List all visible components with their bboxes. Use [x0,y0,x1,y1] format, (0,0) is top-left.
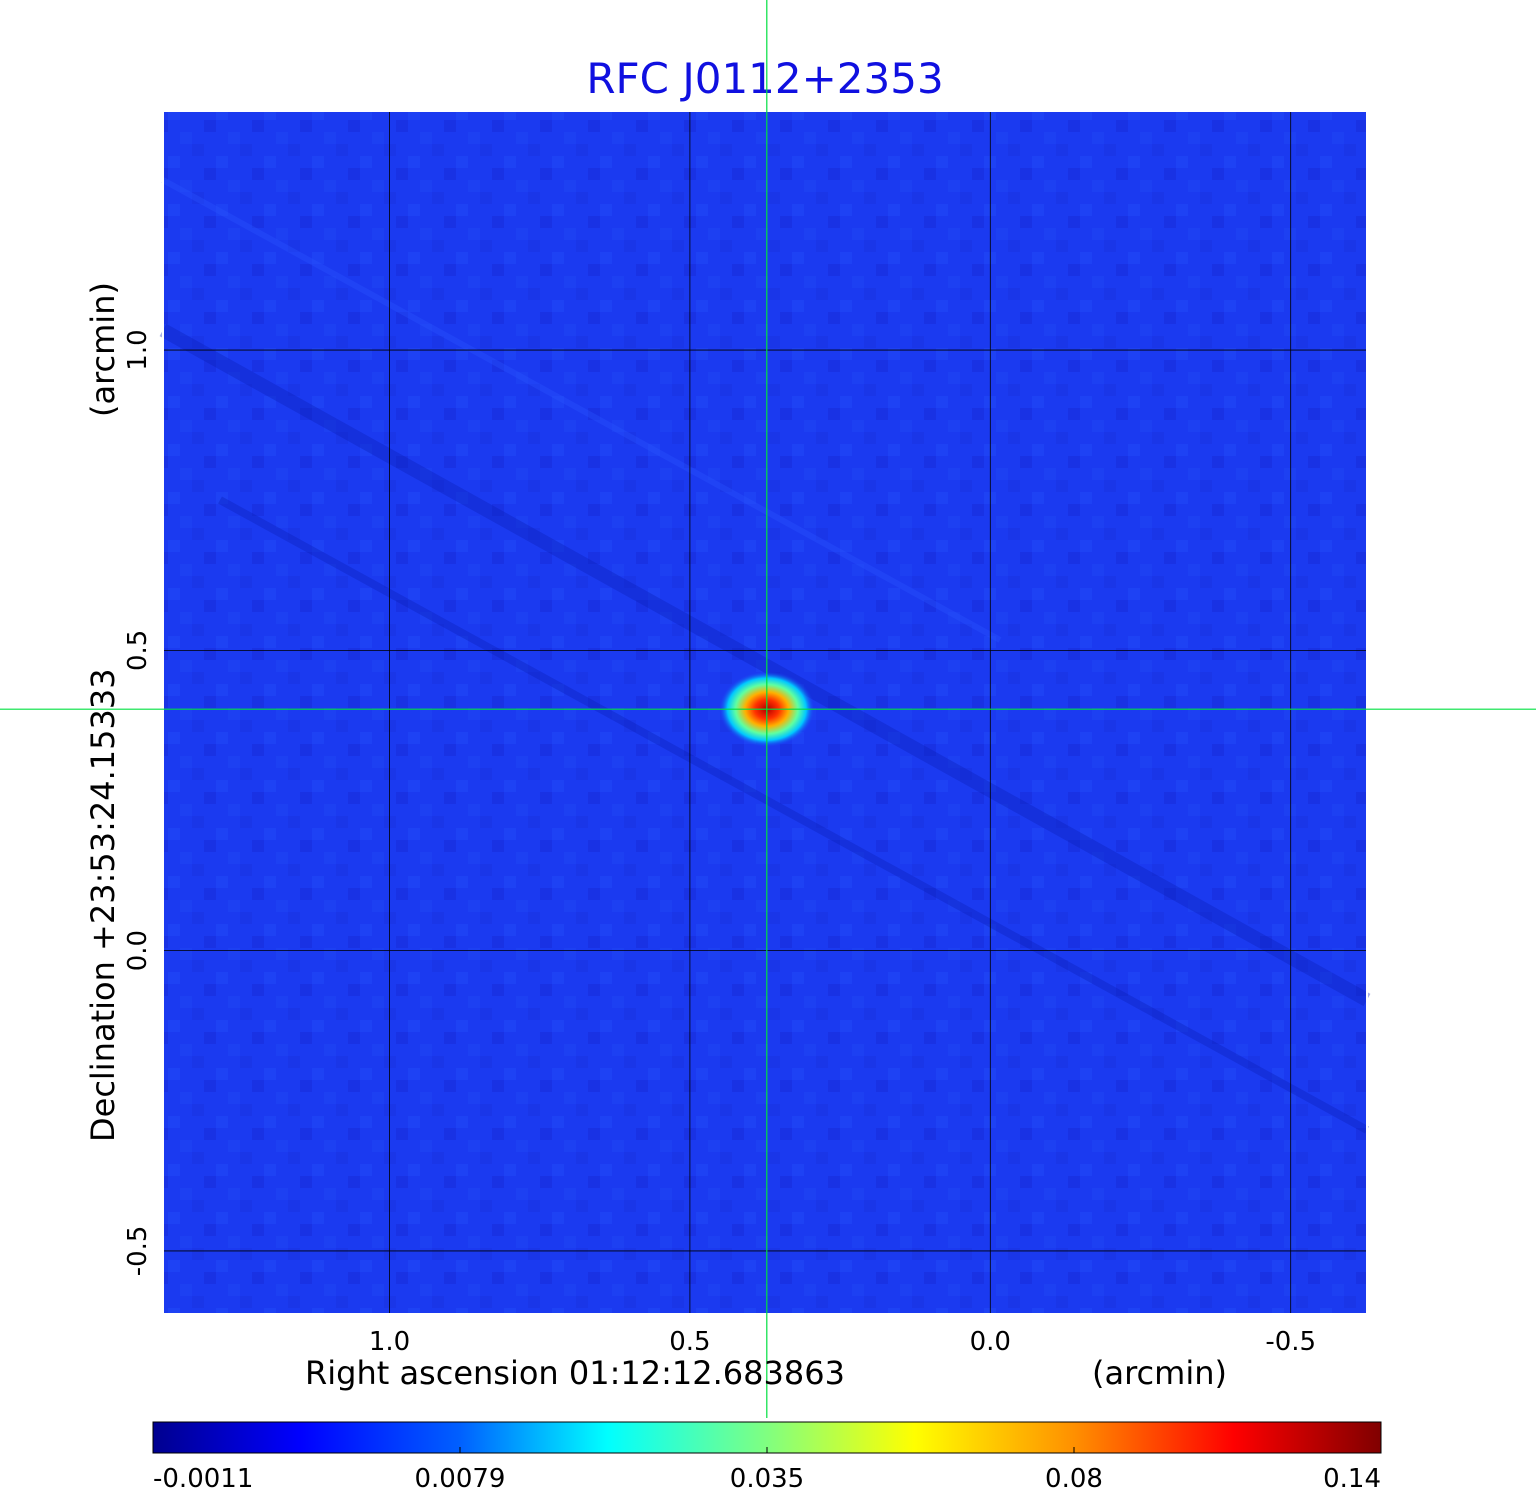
x-tick-label: -0.5 [1265,1327,1316,1357]
colorbar-tick-label: 0.0079 [415,1464,506,1494]
chart-title: RFC J0112+2353 [586,54,943,103]
x-tick-label: 0.5 [669,1327,710,1357]
plot-frame [162,110,1368,1315]
y-axis-label: Declination +23:53:24.15333 [84,668,122,1142]
grid-lines [163,111,1367,1314]
x-tick-label: 0.0 [970,1327,1011,1357]
y-tick-label: 0.0 [123,930,153,971]
colorbar-tick-label: 0.08 [1045,1464,1103,1494]
x-tick-labels: 1.0 0.5 0.0 -0.5 [369,1327,1316,1357]
colorbar-tick-label: 0.14 [1323,1464,1381,1494]
y-tick-label: -0.5 [123,1226,153,1277]
colorbar-tick-label: 0.035 [730,1464,804,1494]
colorbar-tick-labels: -0.0011 0.0079 0.035 0.08 0.14 [152,1447,1382,1494]
x-axis-label: Right ascension 01:12:12.683863 [305,1354,845,1392]
y-tick-labels: 1.0 0.5 0.0 -0.5 [123,329,153,1276]
sidelobe-streaks [159,177,1371,1134]
y-axis-unit: (arcmin) [84,282,122,417]
x-tick-label: 1.0 [369,1327,410,1357]
colorbar-tick-label: -0.0011 [153,1464,253,1494]
y-tick-label: 1.0 [123,329,153,370]
x-axis-unit: (arcmin) [1092,1354,1227,1392]
y-tick-label: 0.5 [123,630,153,671]
